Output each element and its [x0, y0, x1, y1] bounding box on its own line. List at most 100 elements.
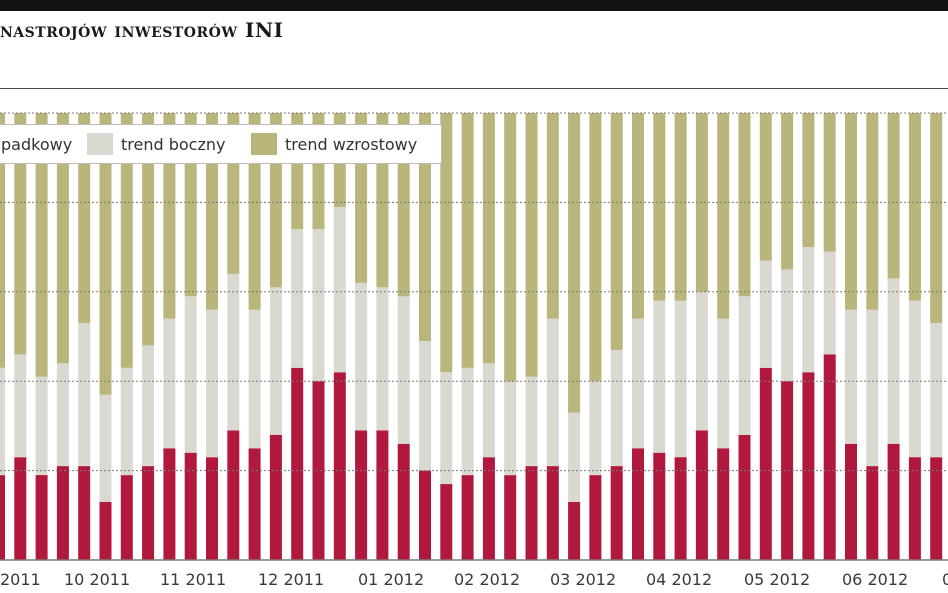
bar-boczny-33 [695, 291, 708, 431]
bar-boczny-24 [504, 381, 517, 476]
legend-label-wzrostowy: trend wzrostowy [285, 134, 418, 154]
bar-wzrostowy-21 [440, 113, 453, 373]
bar-boczny-44 [930, 323, 943, 458]
bar-wzrostowy-35 [738, 113, 751, 297]
bar-boczny-25 [525, 376, 538, 467]
bar-spadkowy-15 [312, 381, 325, 560]
bar-wzrostowy-41 [866, 113, 879, 310]
bar-spadkowy-1 [14, 457, 27, 560]
bar-boczny-13 [269, 287, 282, 435]
bar-spadkowy-5 [99, 501, 112, 560]
bar-boczny-7 [142, 345, 155, 467]
x-tick-label-4: 01 2012 [358, 570, 424, 589]
bar-boczny-17 [355, 282, 368, 431]
bars-layer [0, 113, 943, 561]
bar-spadkowy-23 [482, 457, 495, 560]
legend-label-boczny: trend boczny [121, 134, 226, 154]
bar-wzrostowy-37 [781, 113, 794, 270]
x-tick-label-5: 02 2012 [454, 570, 520, 589]
x-tick-label-9: 06 2012 [842, 570, 908, 589]
legend-item-boczny: trend boczny [87, 125, 225, 163]
legend-label-spadkowy: padkowy [1, 134, 73, 154]
bar-boczny-11 [227, 273, 240, 431]
bar-boczny-15 [312, 229, 325, 382]
bar-boczny-42 [887, 278, 900, 444]
bar-spadkowy-8 [163, 448, 176, 561]
bar-spadkowy-43 [908, 457, 921, 560]
bar-wzrostowy-7 [142, 113, 155, 346]
bar-wzrostowy-26 [546, 113, 559, 319]
bar-wzrostowy-28 [589, 113, 602, 382]
bar-boczny-9 [184, 296, 197, 453]
bar-boczny-6 [120, 367, 133, 476]
bar-spadkowy-2 [35, 475, 48, 560]
bar-wzrostowy-31 [653, 113, 666, 301]
bar-wzrostowy-32 [674, 113, 687, 301]
bar-boczny-34 [717, 318, 730, 449]
bar-wzrostowy-39 [823, 113, 836, 252]
bar-spadkowy-19 [397, 443, 410, 560]
bar-wzrostowy-4 [78, 113, 91, 324]
legend-item-spadkowy: padkowy [1, 125, 72, 163]
bar-spadkowy-42 [887, 443, 900, 560]
bar-boczny-22 [461, 367, 474, 476]
bar-boczny-39 [823, 251, 836, 355]
bar-boczny-43 [908, 300, 921, 458]
bar-boczny-36 [759, 260, 772, 368]
bar-wzrostowy-29 [610, 113, 623, 350]
bar-boczny-2 [35, 376, 48, 475]
bar-spadkowy-28 [589, 475, 602, 560]
bar-wzrostowy-20 [419, 113, 431, 341]
x-tick-label-1: 10 2011 [64, 570, 130, 589]
bar-wzrostowy-25 [525, 113, 538, 377]
bar-spadkowy-27 [568, 501, 581, 560]
bar-wzrostowy-5 [99, 113, 112, 395]
bar-wzrostowy-40 [845, 113, 857, 310]
bar-spadkowy-36 [759, 367, 772, 560]
bar-spadkowy-18 [376, 430, 389, 560]
bar-boczny-12 [248, 309, 261, 449]
bar-spadkowy-17 [355, 430, 368, 560]
bar-wzrostowy-2 [35, 113, 48, 377]
bar-boczny-27 [568, 412, 581, 502]
bar-spadkowy-37 [781, 381, 794, 560]
bar-spadkowy-39 [823, 354, 836, 560]
bar-spadkowy-25 [525, 466, 538, 560]
bar-boczny-37 [781, 269, 794, 382]
x-tick-label-7: 04 2012 [646, 570, 712, 589]
x-tick-label-3: 12 2011 [258, 570, 324, 589]
x-tick-labels: 2011 10 2011 11 2011 12 2011 01 2012 02 2012 0… [0, 570, 948, 589]
bar-boczny-38 [802, 247, 815, 373]
bar-wzrostowy-0 [0, 113, 5, 368]
bar-boczny-3 [56, 363, 69, 467]
bar-spadkowy-41 [866, 466, 879, 560]
bar-spadkowy-44 [930, 457, 943, 560]
bar-boczny-31 [653, 300, 666, 453]
bar-wzrostowy-43 [908, 113, 921, 301]
bar-spadkowy-29 [610, 466, 623, 560]
title-rule [0, 88, 948, 89]
bar-boczny-28 [589, 381, 602, 476]
bar-spadkowy-33 [695, 430, 708, 560]
bar-spadkowy-12 [248, 448, 261, 561]
bar-spadkowy-9 [184, 452, 197, 560]
bar-spadkowy-13 [269, 434, 282, 560]
bar-spadkowy-26 [546, 466, 559, 560]
bar-wzrostowy-1 [14, 113, 27, 355]
bar-spadkowy-16 [333, 372, 346, 560]
bar-boczny-18 [376, 287, 389, 431]
bar-spadkowy-30 [632, 448, 644, 561]
x-tick-label-8: 05 2012 [744, 570, 810, 589]
bar-spadkowy-38 [802, 372, 815, 560]
bar-spadkowy-4 [78, 466, 91, 560]
bar-boczny-35 [738, 296, 751, 435]
bar-wzrostowy-24 [504, 113, 517, 382]
bar-boczny-5 [99, 394, 112, 502]
legend: padkowy trend boczny trend wzrostowy [0, 124, 442, 164]
x-tick-label-6: 03 2012 [550, 570, 616, 589]
bar-wzrostowy-6 [120, 113, 133, 368]
bar-spadkowy-32 [674, 457, 687, 560]
bar-spadkowy-14 [291, 367, 304, 560]
grid-layer [0, 112, 948, 561]
